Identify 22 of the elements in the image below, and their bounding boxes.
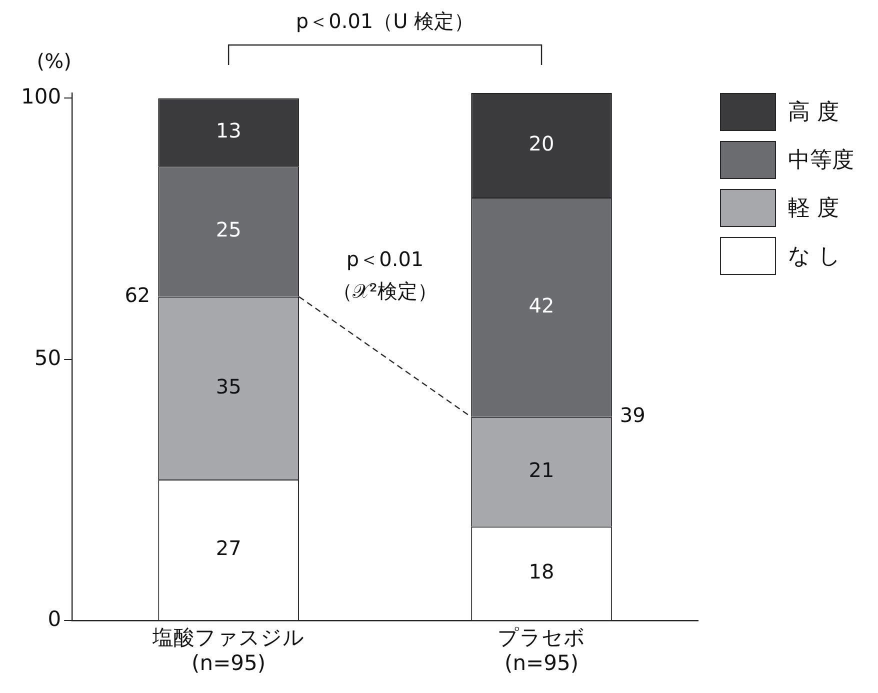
y-axis-title: (%) xyxy=(36,49,72,74)
annotation: p＜0.01 （𝒳²検定） xyxy=(332,246,438,303)
data-label: 42 xyxy=(528,293,554,318)
data-label: 20 xyxy=(528,131,554,156)
x-tick-label: プラセボ (n=95) xyxy=(498,626,586,675)
data-label: 27 xyxy=(216,536,242,560)
y-tick-label: 50 xyxy=(34,346,62,370)
y-tick-label: 0 xyxy=(48,607,62,632)
data-label: 21 xyxy=(528,458,554,482)
legend-label: 軽 度 xyxy=(788,195,839,223)
data-label: 18 xyxy=(528,560,554,584)
data-label: 25 xyxy=(216,218,242,242)
data-label: 13 xyxy=(216,118,242,142)
legend-label: 高 度 xyxy=(788,99,839,127)
text: な し xyxy=(788,243,841,271)
data-label: 35 xyxy=(216,374,242,398)
y-tick-label: 100 xyxy=(20,84,62,109)
annotation: 62 xyxy=(124,282,150,307)
x-tick-label: 塩酸ファスジル (n=95) xyxy=(152,626,305,675)
text: p＜0.01（U 検定） xyxy=(296,9,474,34)
legend-label: 中等度 xyxy=(788,147,854,175)
annotation: 39 xyxy=(620,403,646,428)
